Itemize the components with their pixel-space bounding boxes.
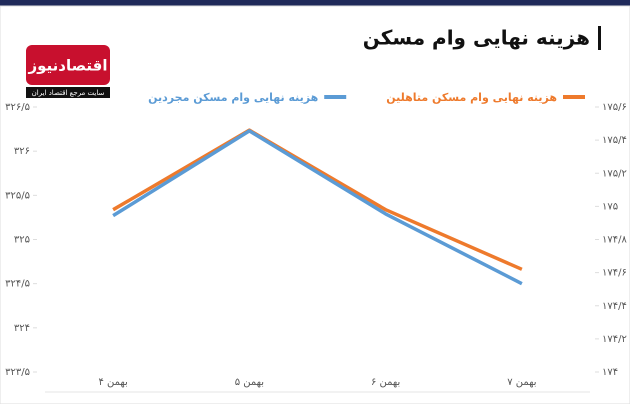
y2-tick-label: ۱۷۵/۲ <box>602 168 627 179</box>
logo-name: اقتصادنیوز <box>28 57 108 75</box>
logo-tagline-box <box>26 87 110 98</box>
x-tick-label: ۷ بهمن <box>507 377 536 388</box>
y-tick-label: ۳۲۶/۵ <box>5 102 30 113</box>
y2-tick-label: ۱۷۵/۶ <box>602 102 627 113</box>
x-tick-label: ۴ بهمن <box>98 377 127 388</box>
y-tick-label: ۳۲۶ <box>14 146 30 157</box>
y-tick-label: ۳۲۳/۵ <box>5 367 30 378</box>
y2-tick-label: ۱۷۴/۴ <box>602 301 627 312</box>
series-line <box>112 129 523 286</box>
y-tick-label: ۳۲۵/۵ <box>5 190 30 201</box>
legend-label: هزینه نهایی وام مسکن مجردین <box>148 91 318 104</box>
logo-tagline: سایت مرجع اقتصاد ایران <box>32 89 105 97</box>
series-line <box>112 128 523 271</box>
y-tick-label: ۳۲۴ <box>14 323 30 334</box>
y2-tick-label: ۱۷۵ <box>602 201 618 212</box>
y2-tick-label: ۱۷۴ <box>602 367 618 378</box>
legend-label: هزینه نهایی وام مسکن متاهلین <box>386 91 557 104</box>
y-tick-label: ۳۲۴/۵ <box>5 279 30 290</box>
x-tick-label: ۵ بهمن <box>235 377 264 388</box>
x-tick-label: ۶ بهمن <box>371 377 400 388</box>
title-bar <box>598 26 601 50</box>
y2-tick-label: ۱۷۴/۸ <box>602 235 627 246</box>
y-tick-label: ۳۲۵ <box>14 235 30 246</box>
y2-tick-label: ۱۷۴/۲ <box>602 334 627 345</box>
chart-title: هزینه نهایی وام مسکن <box>363 26 590 50</box>
y2-tick-label: ۱۷۵/۴ <box>602 135 627 146</box>
top-band <box>0 0 630 6</box>
logo-box <box>26 45 110 85</box>
y2-tick-label: ۱۷۴/۶ <box>602 268 627 279</box>
